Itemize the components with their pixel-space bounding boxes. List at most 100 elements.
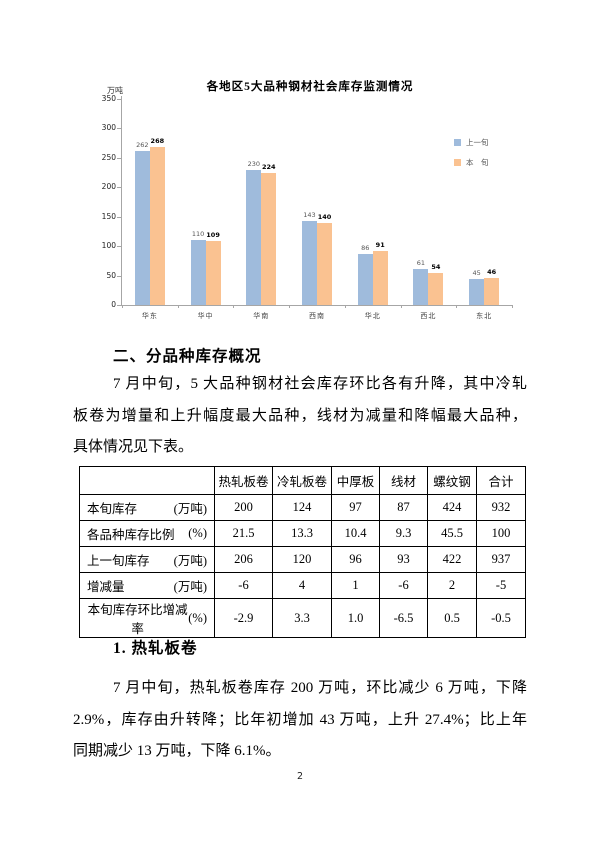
y-tick-mark: [117, 99, 121, 100]
row-label-cell: 本旬库存环比增减率 (%): [79, 598, 215, 638]
table-row: 各品种库存比例 (%) 21.5 13.3 10.4 9.3 45.5 100: [79, 520, 526, 547]
plot-area: 0 50 100 150 200 250 300 350 华东 262 268 华中 110 109 华南 2…: [90, 75, 530, 331]
value-cell: 96: [331, 546, 380, 573]
bar-current-period: [317, 222, 332, 305]
column-header: 合计: [476, 466, 526, 495]
chart-legend: 上一旬本 旬: [454, 137, 489, 177]
value-cell: -6: [214, 572, 273, 599]
value-cell: 0.5: [427, 598, 477, 638]
value-cell: 93: [379, 546, 428, 573]
inventory-table-grid: 热轧板卷 冷轧板卷 中厚板 线材 螺纹钢 合计 本旬库存 (万吨) 200 124 97 87 424 9…: [79, 466, 526, 638]
value-cell: -6.5: [379, 598, 428, 638]
x-tick-mark: [512, 305, 513, 308]
x-axis: [121, 305, 513, 306]
x-tick-label: 华南: [253, 312, 270, 320]
legend-label: 本 旬: [466, 158, 489, 167]
value-cell: 10.4: [331, 520, 380, 547]
subsection-paragraph: 7 月中旬，热轧板卷库存 200 万吨，环比减少 6 万吨，下降 2.9%，库存由…: [73, 673, 527, 768]
column-header: 冷轧板卷: [272, 466, 332, 495]
x-tick-label: 西南: [309, 312, 325, 320]
y-tick-label: 300: [101, 123, 116, 133]
value-cell: 87: [379, 494, 428, 521]
bar-current-period: [205, 240, 221, 305]
x-tick-mark: [456, 305, 458, 308]
x-tick-mark: [400, 305, 402, 308]
page-number: 2: [296, 771, 304, 782]
value-cell: 45.5: [427, 520, 477, 547]
bar-value-label: 110: [191, 230, 205, 239]
value-cell: 932: [476, 494, 526, 521]
value-cell: 200: [214, 494, 273, 521]
value-cell: 937: [476, 546, 526, 573]
row-label-wrap: 增减量 (万吨): [81, 576, 214, 595]
corner-cell: [79, 466, 215, 495]
legend-swatch-icon: [454, 139, 461, 146]
inventory-chart: 各地区5大品种钢材社会库存监测情况 万吨 0 50 100 150 200 250 300 3…: [90, 75, 530, 331]
bar-value-label: 224: [261, 163, 276, 172]
y-tick-label: 250: [101, 152, 116, 162]
paragraph-line: 板卷为增量和上升幅度最大品种，线材为减量和降幅最大品种，: [73, 407, 527, 424]
x-tick-label: 西北: [420, 312, 437, 320]
row-unit: (%): [188, 526, 207, 540]
value-cell: 97: [331, 494, 380, 521]
paragraph-line: 2.9%，库存由升转降；比年初增加 43 万吨，上升 27.4%；比上年: [73, 711, 527, 728]
bar-value-label: 268: [150, 137, 165, 146]
value-cell: -6: [379, 572, 428, 599]
bar-value-label: 230: [247, 159, 260, 168]
value-cell: 21.5: [214, 520, 273, 547]
y-tick-label: 350: [101, 94, 116, 103]
value-cell: -2.9: [214, 598, 273, 638]
y-tick-mark: [117, 128, 121, 130]
row-label-wrap: 各品种库存比例 (%): [81, 524, 214, 543]
value-cell: 1.0: [331, 598, 380, 638]
chart-title: 各地区5大品种钢材社会库存监测情况: [206, 81, 414, 93]
row-label: 上一旬库存: [87, 554, 150, 568]
bar-prev-period: [469, 278, 485, 305]
value-cell: 422: [427, 546, 477, 573]
bar-prev-period: [357, 254, 373, 305]
bar-current-period: [261, 173, 277, 305]
value-cell: 100: [476, 520, 526, 547]
y-tick-mark: [117, 246, 121, 248]
section-heading: 二、分品种库存概况: [113, 348, 262, 365]
bar-value-label: 262: [136, 140, 149, 149]
table-row: 上一旬库存 (万吨) 206 120 96 93 422 937: [79, 546, 526, 573]
y-tick-label: 200: [101, 182, 116, 192]
value-cell: 13.3: [272, 520, 332, 547]
value-cell: 2: [427, 572, 477, 599]
y-tick-mark: [117, 305, 121, 306]
bar-prev-period: [134, 150, 150, 305]
row-label-wrap: 本旬库存环比增减率 (%): [81, 600, 214, 637]
row-label: 本旬库存环比增减率: [87, 603, 188, 636]
paragraph-line: 7 月中旬，热轧板卷库存 200 万吨，环比减少 6 万吨，下降: [113, 680, 527, 696]
table-header-row: 热轧板卷 冷轧板卷 中厚板 线材 螺纹钢 合计: [79, 466, 526, 495]
y-tick-mark: [117, 216, 121, 218]
bar-current-period: [372, 251, 388, 305]
row-label: 各品种库存比例: [87, 528, 175, 542]
column-header: 螺纹钢: [427, 466, 477, 495]
y-tick-label: 150: [101, 211, 116, 221]
y-axis: [121, 96, 122, 306]
bar-current-period: [428, 273, 444, 305]
x-tick-mark: [289, 305, 291, 308]
paragraph-line: 同期减少 13 万吨，下降 6.1%。: [73, 743, 281, 759]
y-tick-mark: [117, 187, 121, 189]
row-unit: (万吨): [173, 554, 207, 568]
bar-value-label: 91: [375, 241, 385, 250]
x-tick-mark: [233, 305, 235, 308]
value-cell: 124: [272, 494, 332, 521]
table-row: 本旬库存环比增减率 (%) -2.9 3.3 1.0 -6.5 0.5 -0.5: [79, 598, 526, 638]
bar-prev-period: [302, 220, 317, 305]
value-cell: 4: [272, 572, 332, 599]
value-cell: 9.3: [379, 520, 428, 547]
bar-value-label: 109: [206, 230, 220, 239]
y-tick-mark: [117, 157, 121, 159]
y-axis-unit-label: 万吨: [107, 86, 123, 95]
x-tick-mark: [344, 305, 346, 308]
x-tick-label: 东北: [476, 312, 493, 320]
row-label: 本旬库存: [87, 502, 138, 516]
paragraph-line: 7 月中旬，5 大品种钢材社会库存环比各有升降，其中冷轧: [113, 376, 527, 392]
value-cell: 424: [427, 494, 477, 521]
value-cell: -0.5: [476, 598, 526, 638]
